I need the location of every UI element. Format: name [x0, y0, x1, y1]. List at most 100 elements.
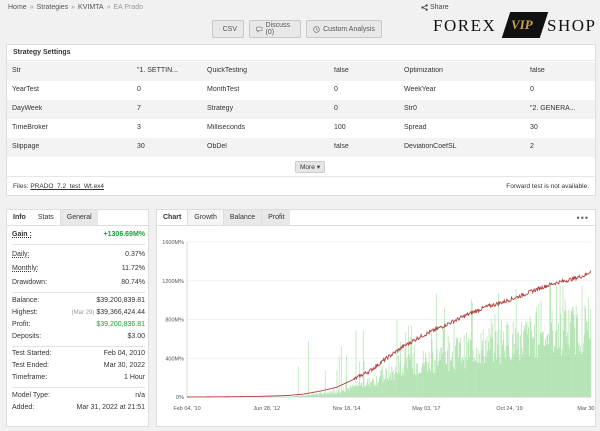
profit-bar — [348, 388, 350, 397]
setting-value: 7 — [137, 105, 141, 112]
setting-value: 0 — [137, 86, 141, 93]
x-tick-label: Feb 04, '10 — [173, 406, 200, 412]
profit-bar — [471, 299, 472, 397]
breadcrumb-strategies[interactable]: Strategies — [36, 4, 69, 11]
profit-bar — [513, 354, 515, 397]
share-button[interactable]: Share — [421, 4, 449, 11]
profit-bar — [444, 351, 446, 397]
profit-bar — [485, 339, 486, 397]
profit-bar — [583, 334, 585, 397]
profit-bar — [357, 386, 358, 397]
profit-bar — [294, 396, 295, 397]
clock-icon — [313, 25, 320, 33]
chart-menu-icon[interactable]: ••• — [576, 213, 589, 223]
profit-bar — [407, 355, 409, 397]
profit-bar — [447, 350, 448, 397]
profit-bar — [532, 336, 534, 397]
profit-bar — [373, 385, 375, 397]
profit-bar — [471, 302, 473, 397]
profit-bar — [558, 323, 560, 397]
profit-bar — [463, 335, 465, 397]
breadcrumb-kvimta[interactable]: KVIMTA — [78, 4, 104, 11]
tab-stats[interactable]: Stats — [37, 214, 54, 221]
tab-balance[interactable]: Balance — [222, 210, 262, 225]
profit-bar — [575, 354, 576, 397]
profit-bar — [423, 365, 425, 397]
csv-button[interactable]: CSV — [212, 20, 244, 38]
info-separator — [12, 387, 145, 388]
profit-bar — [519, 360, 521, 397]
profit-bar — [546, 335, 548, 397]
profit-bar — [384, 378, 386, 397]
profit-bar — [295, 396, 297, 397]
profit-bar — [571, 312, 573, 397]
profit-bar — [340, 392, 342, 397]
breadcrumb-home[interactable]: Home — [8, 4, 27, 11]
profit-bar — [316, 394, 318, 397]
profit-bar — [343, 390, 345, 397]
profit-bar — [473, 361, 475, 397]
setting-key: Optimization — [404, 67, 443, 74]
profit-bar — [450, 361, 452, 397]
profit-bar — [427, 371, 429, 397]
profit-bar — [501, 345, 503, 397]
profit-bar — [296, 395, 298, 397]
profit-bar — [536, 307, 538, 397]
profit-bar — [411, 325, 412, 397]
tab-info[interactable]: Info — [7, 210, 32, 225]
profit-bar — [332, 393, 333, 397]
setting-key: Str — [12, 67, 21, 74]
profit-bar — [376, 376, 377, 397]
profit-bar — [460, 337, 461, 397]
discuss-button[interactable]: Discuss (0) — [249, 20, 301, 38]
files-label: Files: — [13, 183, 29, 190]
test-started-row: Test Started: Feb 04, 2010 — [12, 350, 145, 360]
daily-row: Daily: 0.37% — [12, 251, 145, 261]
toolbar: CSV Discuss (0) Custom Analysis — [212, 20, 382, 38]
profit-bar — [551, 310, 553, 397]
more-button[interactable]: More ▾ — [295, 161, 326, 173]
profit-bar — [375, 385, 377, 397]
profit-bar — [302, 395, 304, 397]
profit-bar — [385, 367, 387, 397]
profit-bar — [323, 393, 325, 397]
profit-bar — [365, 386, 366, 397]
profit-bar — [360, 383, 362, 397]
profit-bar — [548, 333, 550, 397]
chart-panel: Chart Growth Balance Profit ••• 1600M% 12… — [156, 209, 596, 427]
profit-bar — [408, 325, 410, 397]
profit-bar — [299, 395, 301, 397]
profit-bar — [470, 339, 472, 397]
tab-growth[interactable]: Growth — [187, 210, 223, 225]
custom-analysis-button[interactable]: Custom Analysis — [306, 20, 382, 38]
profit-bar — [380, 370, 382, 397]
profit-bar — [542, 331, 544, 397]
profit-bar — [382, 382, 384, 397]
profit-bar — [354, 386, 355, 397]
balance-value: $39,200,839.81 — [96, 297, 145, 304]
highest-row: Highest: (Mar 29) $39,366,424.44 — [12, 309, 145, 319]
profit-bar — [459, 342, 461, 397]
profit-bar — [316, 393, 317, 397]
daily-label: Daily: — [12, 251, 30, 258]
profit-bar — [588, 339, 590, 397]
file-link[interactable]: PRADO_7.2_test_Wt.ex4 — [30, 183, 105, 190]
profit-bar — [465, 357, 467, 397]
setting-value: 2 — [530, 143, 534, 150]
tab-profit[interactable]: Profit — [261, 210, 291, 225]
profit-bar — [347, 388, 349, 397]
breadcrumb: Home » Strategies » KVIMTA » EA Prado — [8, 4, 143, 11]
files-row: Files: PRADO_7.2_test_Wt.ex4 — [13, 183, 104, 190]
tab-general[interactable]: General — [59, 210, 98, 225]
profit-bar — [368, 377, 370, 397]
setting-key: MonthTest — [207, 86, 240, 93]
profit-bar — [383, 374, 385, 397]
tab-chart[interactable]: Chart — [157, 210, 188, 225]
profit-bar — [495, 331, 497, 397]
profit-bar — [525, 321, 527, 397]
setting-key: Spread — [404, 124, 427, 131]
profit-bar — [340, 346, 342, 397]
setting-value: 100 — [334, 124, 346, 131]
profit-bar — [457, 358, 459, 397]
profit-bar — [456, 339, 458, 397]
